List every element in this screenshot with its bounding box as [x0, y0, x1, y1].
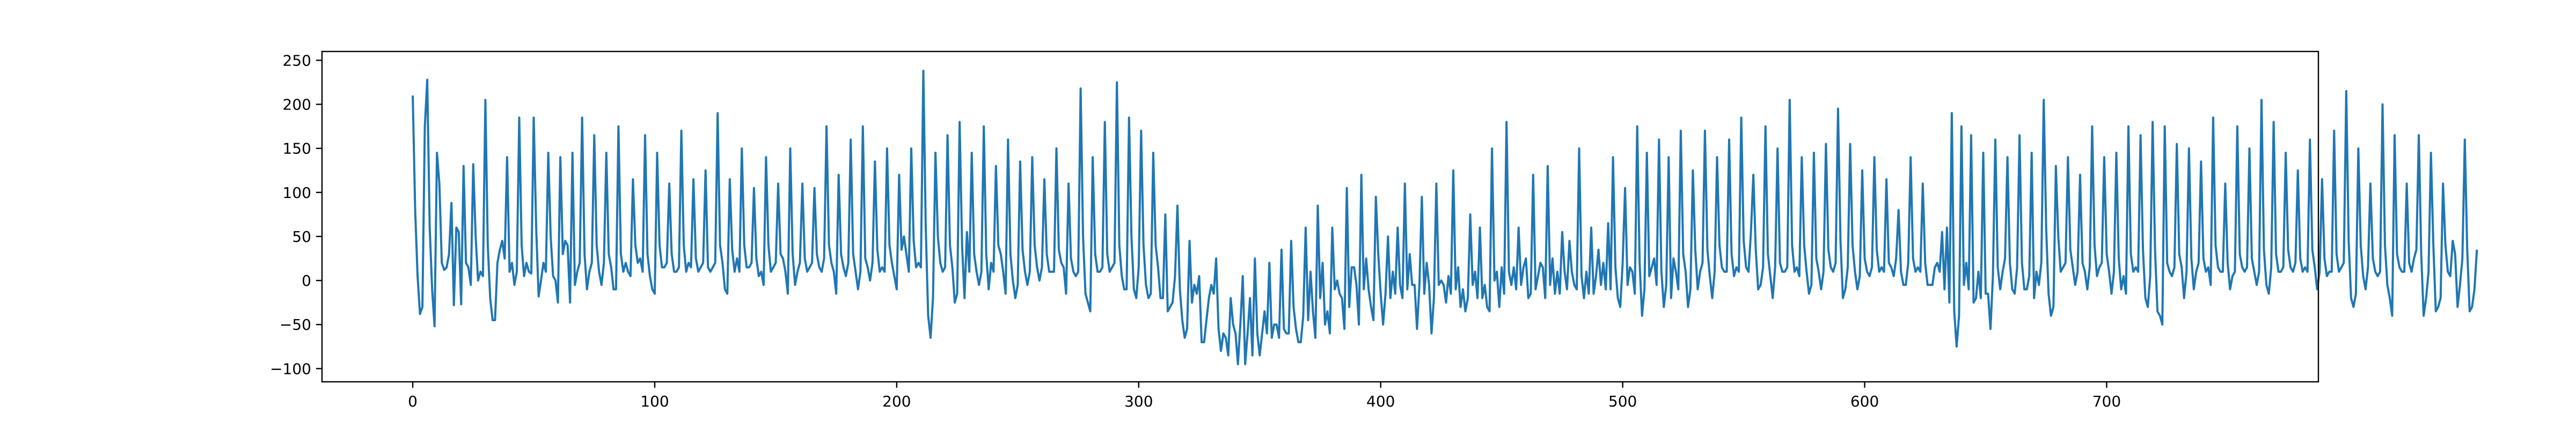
- x-tick-label: 0: [408, 393, 418, 410]
- x-axis: 0 100 200 300 400 500 600 700: [408, 382, 2121, 410]
- x-tick-label: 100: [640, 393, 669, 410]
- series-line-0: [412, 70, 2478, 366]
- x-tick-label: 700: [2092, 393, 2121, 410]
- x-tick-label: 400: [1366, 393, 1395, 410]
- y-tick-label: −100: [270, 360, 311, 378]
- y-tick-label: 250: [283, 51, 311, 69]
- x-tick-label: 600: [1850, 393, 1879, 410]
- y-tick-label: 150: [283, 140, 311, 158]
- y-tick-label: −50: [280, 316, 311, 334]
- x-tick-label: 300: [1124, 393, 1153, 410]
- y-tick-label: 50: [292, 228, 311, 246]
- axes-frame: [321, 50, 2319, 383]
- y-tick-label: 0: [302, 272, 311, 290]
- y-tick-label: 100: [283, 184, 311, 202]
- y-axis: −100 −50 0 50 100 150 200 250: [270, 51, 322, 378]
- plot-area: [412, 70, 2478, 366]
- x-tick-label: 200: [882, 393, 911, 410]
- y-tick-label: 200: [283, 96, 311, 114]
- x-tick-label: 500: [1608, 393, 1637, 410]
